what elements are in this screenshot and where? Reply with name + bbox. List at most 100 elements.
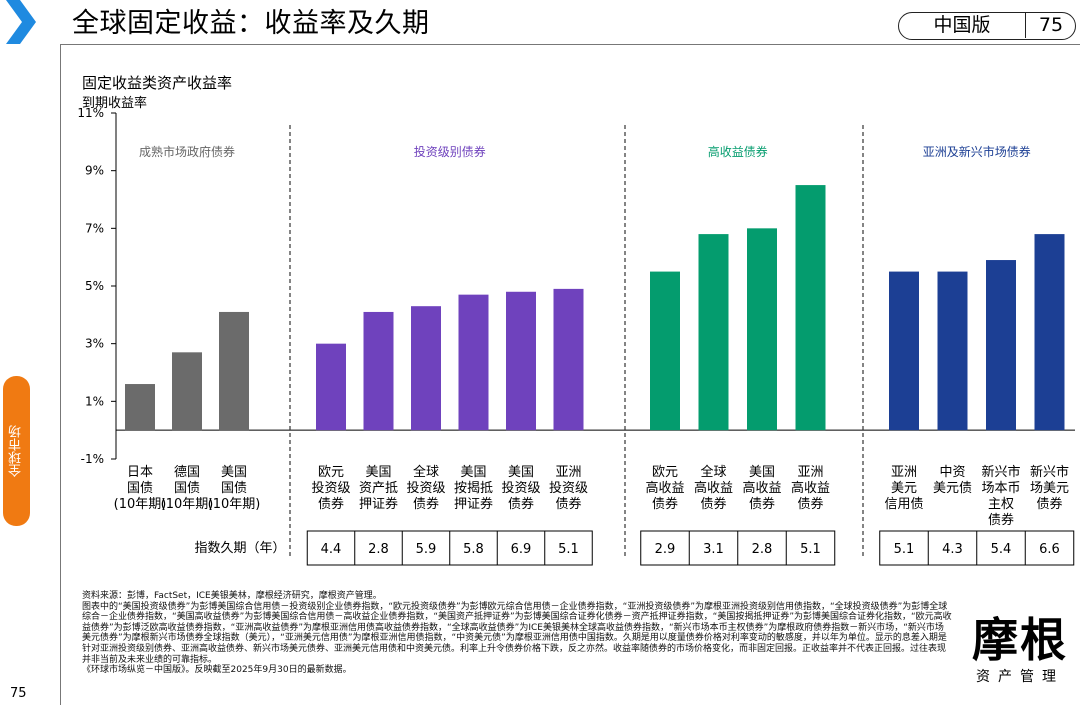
bar: [316, 343, 346, 431]
category-label: 美国: [365, 465, 391, 480]
edition-badge: 中国版 75: [898, 12, 1076, 40]
duration-value: 5.8: [463, 542, 484, 557]
jpmorgan-logo: 摩根 资产管理: [962, 612, 1078, 686]
category-label: 全球: [700, 464, 726, 480]
category-label: 债券: [1036, 496, 1062, 512]
category-label: 德国: [174, 465, 200, 480]
header-divider: [60, 44, 1080, 45]
category-label: 新兴市: [1030, 464, 1069, 480]
category-label: 高收益: [791, 480, 830, 496]
bar: [986, 260, 1016, 431]
category-label: 全球: [413, 464, 439, 480]
bar: [411, 306, 441, 431]
category-label: 投资级: [501, 480, 540, 496]
source-notes: 资料来源：彭博，FactSet，ICE美银美林，摩根经济研究，摩根资产管理。 图…: [82, 591, 952, 676]
category-label: 债券: [797, 496, 823, 512]
category-label: 债券: [652, 496, 678, 512]
category-label: 高收益: [742, 480, 781, 496]
category-label: 新兴市: [981, 464, 1020, 480]
y-tick-label: 5%: [85, 279, 104, 293]
duration-value: 5.4: [991, 542, 1012, 557]
category-label: 场美元: [1030, 481, 1069, 496]
bar: [219, 311, 249, 431]
duration-value: 2.8: [368, 542, 389, 557]
duration-value: 5.1: [800, 542, 821, 557]
bar: [125, 384, 155, 431]
side-tab-global-markets[interactable]: 全球市场: [3, 376, 30, 526]
logo-sub: 资产管理: [976, 669, 1064, 685]
category-label: 美国: [221, 465, 247, 480]
group-heading: 高收益债券: [708, 144, 768, 159]
bar: [172, 352, 202, 431]
category-label: 按揭抵: [454, 481, 493, 496]
yield-bar-chart: -1%1%3%5%7%9%11%成熟市场政府债券日本国债(10年期)德国国债(1…: [77, 106, 1075, 566]
duration-value: 4.3: [942, 542, 963, 557]
category-label: 中资: [939, 465, 965, 480]
category-label: 主权: [988, 496, 1014, 512]
left-divider: [60, 44, 61, 705]
duration-value: 2.9: [655, 542, 676, 557]
category-label: 高收益: [645, 480, 684, 496]
bar: [363, 311, 394, 431]
duration-value: 6.9: [511, 542, 532, 557]
category-label: 欧元: [652, 465, 678, 480]
y-tick-label: 9%: [85, 164, 104, 178]
duration-value: 5.1: [894, 542, 915, 557]
category-label: 投资级: [549, 480, 588, 496]
y-tick-label: -1%: [81, 452, 104, 466]
page-title: 全球固定收益：收益率及久期: [72, 8, 430, 39]
category-label: 美元: [891, 481, 917, 496]
bar: [1034, 234, 1065, 431]
chart-title: 固定收益类资产收益率: [82, 74, 233, 92]
bar: [889, 271, 919, 431]
bar: [937, 271, 968, 431]
page-number: 75: [10, 686, 27, 701]
category-label: 债券: [508, 496, 534, 512]
bar: [795, 185, 826, 431]
duration-value: 5.9: [416, 542, 437, 557]
category-label: 债券: [555, 496, 581, 512]
brand-chevron-icon: [6, 0, 36, 44]
chart-subtitle: 到期收益率: [82, 96, 148, 111]
group-heading: 亚洲及新兴市场债券: [923, 144, 1031, 159]
category-label: 押证券: [359, 496, 398, 512]
category-label: 国债: [174, 481, 200, 496]
category-label: 日本: [127, 465, 153, 480]
category-label: 押证券: [454, 496, 493, 512]
y-tick-label: 7%: [85, 221, 104, 235]
category-label: 债券: [413, 496, 439, 512]
category-label: (10年期): [161, 497, 214, 512]
category-label: 债券: [318, 496, 344, 512]
category-label: 债券: [988, 512, 1014, 528]
category-label: 资产抵: [359, 481, 398, 496]
category-label: 信用债: [884, 497, 923, 512]
category-label: 高收益: [694, 480, 733, 496]
category-label: 亚洲: [555, 465, 581, 480]
category-label: (10年期): [114, 497, 167, 512]
category-label: 场本币: [981, 481, 1020, 496]
source-line: 资料来源：彭博，FactSet，ICE美银美林，摩根经济研究，摩根资产管理。: [82, 591, 382, 601]
bar: [458, 294, 489, 431]
bar: [506, 291, 536, 431]
notes-footer: 《环球市场纵览－中国版》。反映截至2025年9月30日的最新数据。: [82, 665, 352, 676]
y-tick-label: 11%: [77, 106, 104, 120]
category-label: 美国: [508, 465, 534, 480]
category-label: 投资级: [311, 480, 350, 496]
category-label: 亚洲: [797, 465, 823, 480]
bar: [698, 234, 729, 431]
edition-label: 中国版: [899, 13, 1026, 38]
category-label: 美元债: [933, 481, 972, 496]
category-label: 国债: [221, 481, 247, 496]
duration-value: 5.1: [558, 542, 579, 557]
bar: [747, 228, 777, 431]
bar: [553, 288, 584, 431]
category-label: 债券: [749, 496, 775, 512]
category-label: 国债: [127, 481, 153, 496]
category-label: 欧元: [318, 465, 344, 480]
duration-value: 6.6: [1039, 542, 1060, 557]
badge-page-number: 75: [1038, 14, 1064, 36]
duration-value: 3.1: [703, 542, 724, 557]
group-heading: 成熟市场政府债券: [139, 144, 235, 159]
category-label: (10年期): [208, 497, 261, 512]
bar: [650, 271, 680, 431]
